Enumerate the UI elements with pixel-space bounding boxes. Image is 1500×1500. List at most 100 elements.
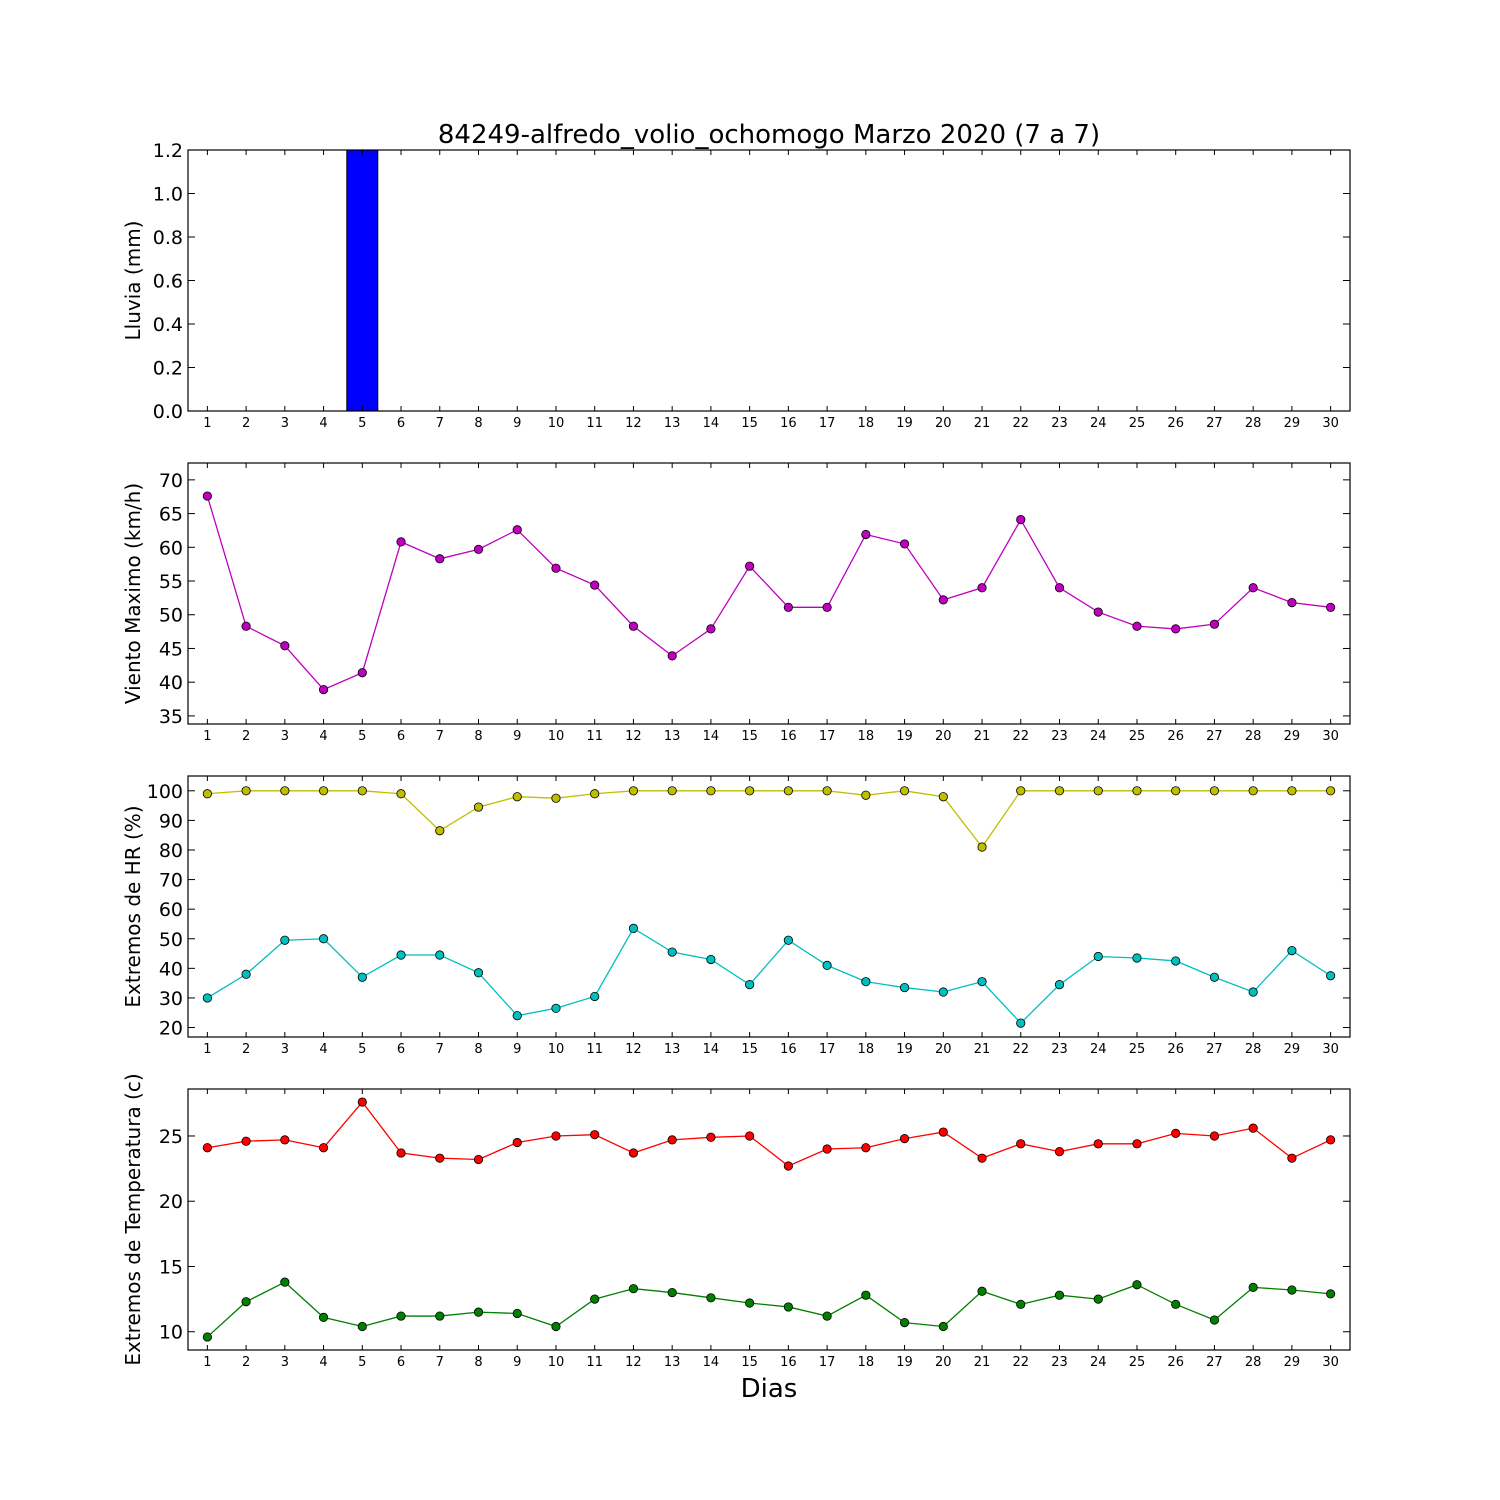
series-2-point-day-15 <box>745 980 755 990</box>
series-2-point-day-4 <box>318 934 329 944</box>
x-tick-label: 4 <box>319 416 327 431</box>
series-1-point-day-12 <box>628 786 639 796</box>
series-1-point-day-6 <box>396 1148 406 1158</box>
x-tick-label: 5 <box>358 1042 366 1057</box>
x-tick-label: 9 <box>513 1355 521 1370</box>
series-2-point-day-9 <box>512 1011 522 1021</box>
x-tick-label: 22 <box>1012 1042 1029 1057</box>
x-tick-label: 29 <box>1284 729 1301 744</box>
x-tick-label: 14 <box>703 1355 720 1370</box>
x-tick-label: 20 <box>935 1042 952 1057</box>
series-2-point-day-19 <box>899 1317 910 1328</box>
x-tick-label: 27 <box>1206 1355 1223 1370</box>
series-2-point-day-5 <box>357 1321 367 1332</box>
x-tick-label: 1 <box>203 1355 211 1370</box>
series-2-point-day-2 <box>241 1297 251 1307</box>
series-2-point-day-14 <box>706 954 716 965</box>
y-axis-label: Viento Maximo (km/h) <box>121 483 145 704</box>
series-1-point-day-3 <box>280 1135 290 1145</box>
series-1-point-day-5 <box>357 668 367 678</box>
y-tick-label: 55 <box>159 571 183 593</box>
series-1-point-day-24 <box>1093 786 1103 796</box>
x-tick-label: 16 <box>780 416 797 431</box>
series-1-point-day-9 <box>512 1137 522 1148</box>
series-1-point-day-20 <box>938 792 948 802</box>
series-1-point-day-8 <box>473 544 484 554</box>
series-1-point-day-7 <box>435 826 445 836</box>
series-2-point-day-27 <box>1209 1315 1220 1325</box>
series-1-point-day-26 <box>1171 624 1181 634</box>
series-1-point-day-27 <box>1209 619 1220 629</box>
x-tick-label: 16 <box>780 1042 797 1057</box>
series-2-point-day-20 <box>938 1321 948 1332</box>
x-tick-label: 21 <box>974 416 991 431</box>
series-2-point-day-11 <box>590 991 600 1002</box>
series-1-point-day-30 <box>1326 602 1336 612</box>
series-1-point-day-10 <box>551 793 561 803</box>
series-2-point-day-24 <box>1093 951 1103 962</box>
x-tick-label: 2 <box>242 1355 250 1370</box>
x-tick-label: 6 <box>397 729 405 744</box>
y-tick-label: 20 <box>159 1191 183 1213</box>
x-tick-label: 15 <box>741 416 758 431</box>
x-tick-label: 26 <box>1167 416 1184 431</box>
panel-viento: 1 2 3 4 5 6 7 8 9 10 11 12 13 14 15 16 17 18 19 20 21 22 23 24 2… <box>121 462 1351 744</box>
series-1-point-day-22 <box>1016 786 1026 796</box>
series-2-point-day-16 <box>783 935 793 945</box>
series-1-point-day-28 <box>1248 1123 1258 1133</box>
x-tick-label: 18 <box>858 1355 875 1370</box>
x-tick-label: 16 <box>780 729 797 744</box>
y-axis-label: Extremos de HR (%) <box>121 805 145 1007</box>
x-tick-label: 21 <box>974 729 991 744</box>
series-1-point-day-9 <box>512 525 522 535</box>
x-tick-label: 1 <box>203 1042 211 1057</box>
series-1-point-day-15 <box>745 561 755 571</box>
y-tick-label: 50 <box>159 605 183 627</box>
panel-temperatura: 1 2 3 4 5 6 7 8 9 10 11 12 13 14 15 16 17 18 19 20 21 22 23 24 2… <box>121 1073 1351 1370</box>
x-tick-label: 5 <box>358 1355 366 1370</box>
x-tick-label: 24 <box>1090 1355 1107 1370</box>
series-2-point-day-15 <box>745 1298 755 1308</box>
x-tick-label: 4 <box>319 1355 327 1370</box>
series-2-point-day-23 <box>1054 980 1065 990</box>
series-1-point-day-8 <box>473 802 484 812</box>
x-tick-label: 10 <box>548 729 565 744</box>
x-tick-label: 3 <box>281 729 289 744</box>
panel-lluvia: 1 2 3 4 5 6 7 8 9 10 11 12 13 14 15 16 17 18 19 20 21 22 23 24 2… <box>121 140 1351 431</box>
series-2-point-day-22 <box>1016 1299 1026 1309</box>
x-tick-label: 18 <box>858 416 875 431</box>
x-tick-label: 19 <box>896 1042 913 1057</box>
series-1-point-day-23 <box>1054 583 1065 593</box>
x-tick-label: 4 <box>319 729 327 744</box>
x-tick-label: 6 <box>397 416 405 431</box>
series-2-point-day-5 <box>357 972 367 982</box>
y-tick-label: 0.6 <box>153 271 183 293</box>
series-2-point-day-18 <box>861 1290 871 1300</box>
x-tick-label: 2 <box>242 1042 250 1057</box>
series-2-point-day-6 <box>396 950 406 960</box>
x-tick-label: 11 <box>586 729 603 744</box>
x-tick-label: 10 <box>548 1355 565 1370</box>
series-2-point-day-24 <box>1093 1294 1103 1304</box>
series-2-point-day-30 <box>1326 971 1336 981</box>
series-1-point-day-11 <box>590 1130 600 1140</box>
series-1-point-day-18 <box>861 529 871 540</box>
series-1-point-day-1 <box>202 1143 212 1153</box>
series-1-point-day-4 <box>318 1143 329 1153</box>
panels: 1 2 3 4 5 6 7 8 9 10 11 12 13 14 15 16 17 18 19 20 21 22 23 24 2… <box>121 140 1351 1370</box>
series-2-point-day-17 <box>822 960 832 970</box>
series-2-point-day-28 <box>1248 987 1258 997</box>
x-tick-label: 6 <box>397 1042 405 1057</box>
series-1-point-day-22 <box>1016 1139 1026 1149</box>
series-1-point-day-13 <box>667 786 677 796</box>
x-tick-label: 26 <box>1167 729 1184 744</box>
series-1-point-day-11 <box>590 789 600 799</box>
series-1-point-day-15 <box>745 786 755 796</box>
x-tick-label: 21 <box>974 1355 991 1370</box>
y-tick-label: 0.0 <box>153 401 183 423</box>
x-tick-label: 16 <box>780 1355 797 1370</box>
x-tick-label: 30 <box>1322 1042 1339 1057</box>
y-tick-label: 25 <box>159 1126 183 1148</box>
